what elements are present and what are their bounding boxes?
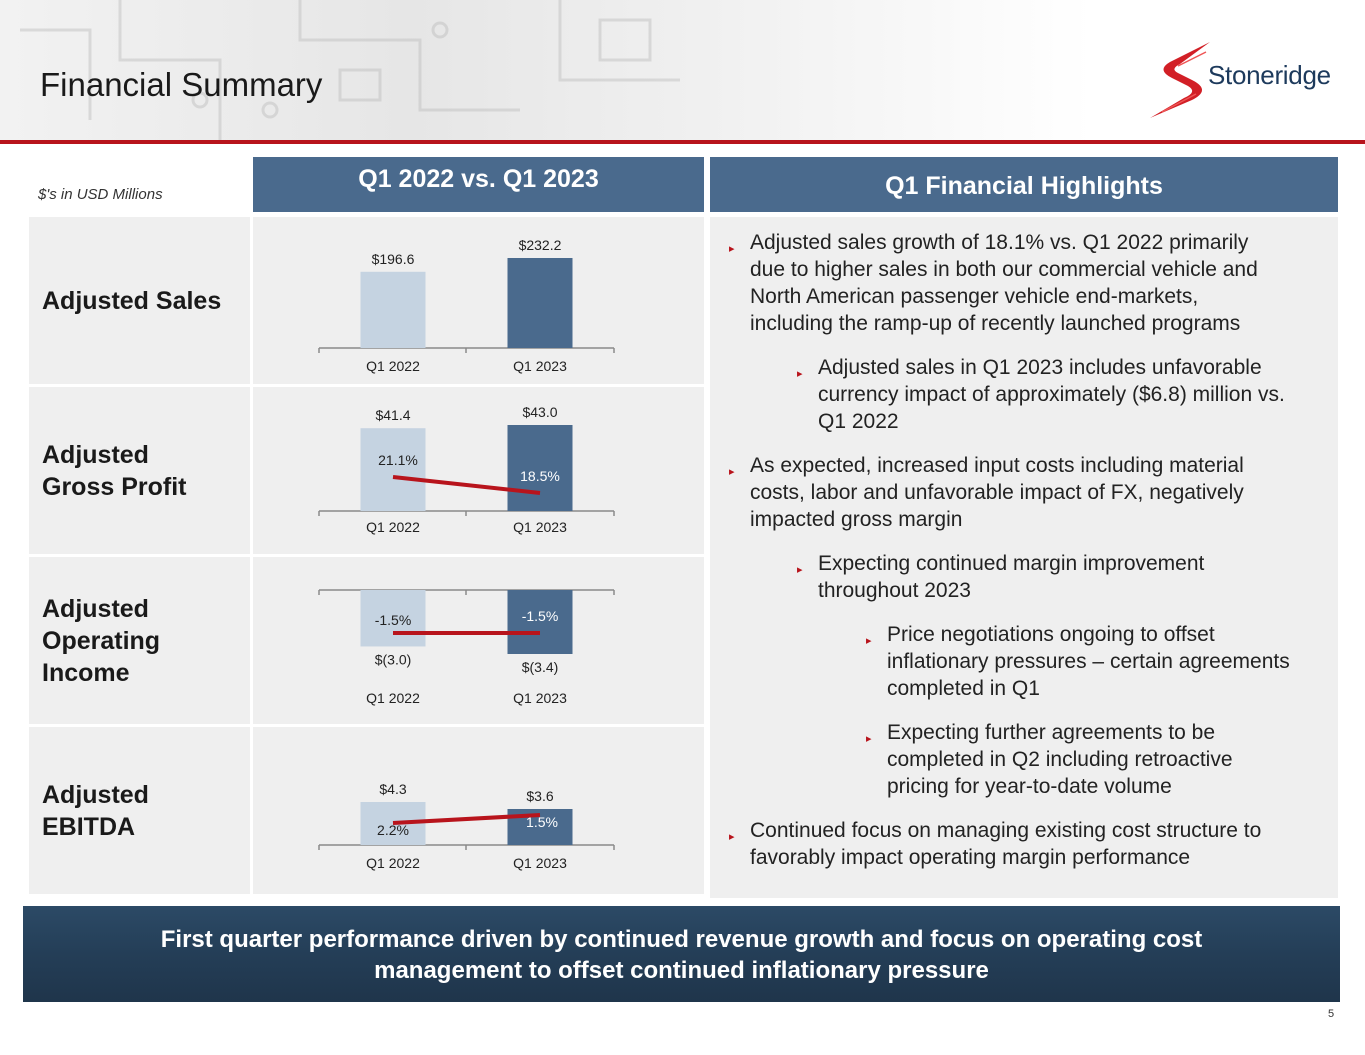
bullet-line: pricing for year-to-date volume	[887, 775, 1172, 798]
data-label: $43.0	[522, 404, 557, 420]
bullet-line: due to higher sales in both our commerci…	[750, 258, 1258, 281]
bullet-arrow-icon: ▸	[866, 733, 872, 745]
tick-label: Q1 2023	[513, 690, 567, 706]
key-takeaway-banner: First quarter performance driven by cont…	[23, 906, 1340, 1002]
slide-header: Financial Summary Stoneridge	[0, 0, 1365, 140]
bullet-line: Expecting continued margin improvement	[818, 552, 1205, 575]
chart-cell-operating-income: $(3.0) Q1 2022 $(3.4) Q1 2023 -1.5% -1.5%	[253, 557, 704, 724]
highlight-bullet: ▸ Expecting continued margin improvement t…	[797, 550, 1205, 604]
margin-label: -1.5%	[522, 608, 559, 624]
data-label: $41.4	[375, 407, 410, 423]
ebitda-chart: $4.3 Q1 2022 $3.6 Q1 2023 2.2% 1.5%	[318, 781, 615, 871]
row-label-ebitda: Adjusted EBITDA	[29, 727, 250, 894]
highlights-header: Q1 Financial Highlights	[710, 157, 1338, 212]
page-number: 5	[1328, 1008, 1335, 1020]
bullet-line: North American passenger vehicle end-mar…	[750, 285, 1199, 308]
bullet-line: Continued focus on managing existing cos…	[750, 819, 1262, 842]
logo-wordmark: Stoneridge	[1208, 60, 1331, 90]
bullet-line: including the ramp-up of recently launch…	[750, 312, 1241, 335]
margin-label: 18.5%	[520, 468, 560, 484]
bullet-line: impacted gross margin	[750, 508, 963, 531]
bar-q1-2022	[360, 271, 426, 348]
highlight-bullet: ▸ Adjusted sales growth of 18.1% vs. Q1 2…	[729, 229, 1258, 337]
data-label: $(3.4)	[522, 659, 559, 675]
tick-label: Q1 2023	[513, 358, 567, 374]
bullet-arrow-icon: ▸	[866, 635, 872, 647]
bullet-line: Price negotiations ongoing to offset	[887, 623, 1215, 646]
bullet-arrow-icon: ▸	[729, 243, 735, 255]
bullet-line: completed in Q2 including retroactive	[887, 748, 1233, 771]
stoneridge-swoosh-icon	[1150, 42, 1210, 118]
tick-label: Q1 2023	[513, 855, 567, 871]
bullet-line: Adjusted sales in Q1 2023 includes unfav…	[818, 356, 1262, 379]
sales-chart: $196.6 Q1 2022 $232.2 Q1 2023	[318, 237, 615, 374]
bullet-line: completed in Q1	[887, 677, 1040, 700]
circuit-texture	[20, 0, 680, 140]
bullet-line: Q1 2022	[818, 410, 899, 433]
data-label: $196.6	[372, 251, 415, 267]
highlight-bullet: ▸ As expected, increased input costs incl…	[729, 452, 1244, 533]
chart-cell-sales: $196.6 Q1 2022 $232.2 Q1 2023	[253, 217, 704, 384]
margin-label: 21.1%	[378, 452, 418, 468]
chart-cell-gross-profit: $41.4 Q1 2022 $43.0 Q1 2023 21.1% 18.5%	[253, 387, 704, 554]
bar-q1-2023	[507, 258, 573, 348]
bullet-line: Adjusted sales growth of 18.1% vs. Q1 20…	[750, 231, 1249, 254]
company-logo: Stoneridge	[1148, 40, 1338, 120]
bullet-line: inflationary pressures – certain agreeme…	[887, 650, 1290, 673]
bullet-arrow-icon: ▸	[797, 368, 803, 380]
tick-label: Q1 2022	[366, 690, 420, 706]
bar-q1-2023	[507, 590, 573, 654]
margin-label: 1.5%	[526, 814, 558, 830]
highlight-bullet: ▸ Adjusted sales in Q1 2023 includes unfa…	[797, 354, 1285, 435]
gross-profit-chart: $41.4 Q1 2022 $43.0 Q1 2023 21.1% 18.5%	[318, 404, 615, 535]
highlight-bullet: ▸ Expecting further agreements to be compl…	[866, 719, 1233, 800]
bullet-line: favorably impact operating margin perfor…	[750, 846, 1191, 869]
bar-q1-2022	[360, 590, 426, 647]
header-divider	[0, 140, 1365, 144]
chart-cell-ebitda: $4.3 Q1 2022 $3.6 Q1 2023 2.2% 1.5%	[253, 727, 704, 894]
page-title: Financial Summary	[40, 66, 323, 103]
bullet-line: Expecting further agreements to be	[887, 721, 1216, 744]
bullet-arrow-icon: ▸	[797, 564, 803, 576]
banner-line: management to offset continued inflation…	[374, 957, 989, 984]
highlight-bullet: ▸ Price negotiations ongoing to offset inf…	[866, 621, 1290, 702]
tick-label: Q1 2022	[366, 855, 420, 871]
row-label-operating-income: Adjusted Operating Income	[29, 557, 250, 724]
operating-income-chart: $(3.0) Q1 2022 $(3.4) Q1 2023 -1.5% -1.5%	[318, 589, 615, 706]
row-label-adjusted-sales: Adjusted Sales	[29, 217, 250, 384]
margin-line	[392, 475, 541, 495]
bullet-arrow-icon: ▸	[729, 831, 735, 843]
data-label: $(3.0)	[375, 651, 412, 667]
highlight-bullet: ▸ Continued focus on managing existing co…	[729, 817, 1262, 871]
highlights-panel: ▸ Adjusted sales growth of 18.1% vs. Q1 2…	[710, 217, 1338, 898]
bullet-line: As expected, increased input costs inclu…	[750, 454, 1244, 477]
bar-q1-2023	[507, 425, 573, 511]
margin-label: -1.5%	[375, 612, 412, 628]
data-label: $3.6	[526, 788, 553, 804]
tick-label: Q1 2022	[366, 519, 420, 535]
bullet-line: throughout 2023	[818, 579, 971, 602]
tick-label: Q1 2022	[366, 358, 420, 374]
bullet-line: currency impact of approximately ($6.8) …	[818, 383, 1285, 406]
margin-line	[392, 813, 541, 825]
tick-label: Q1 2023	[513, 519, 567, 535]
margin-label: 2.2%	[377, 822, 409, 838]
bullet-line: costs, labor and unfavorable impact of F…	[750, 481, 1244, 504]
data-label: $4.3	[379, 781, 406, 797]
row-label-gross-profit: Adjusted Gross Profit	[29, 387, 250, 554]
data-label: $232.2	[519, 237, 562, 253]
banner-line: First quarter performance driven by cont…	[160, 926, 1203, 953]
comparison-header: Q1 2022 vs. Q1 2023	[253, 157, 704, 212]
bar-q1-2022	[360, 428, 426, 511]
bullet-arrow-icon: ▸	[729, 466, 735, 478]
units-note: $'s in USD Millions	[38, 186, 163, 203]
